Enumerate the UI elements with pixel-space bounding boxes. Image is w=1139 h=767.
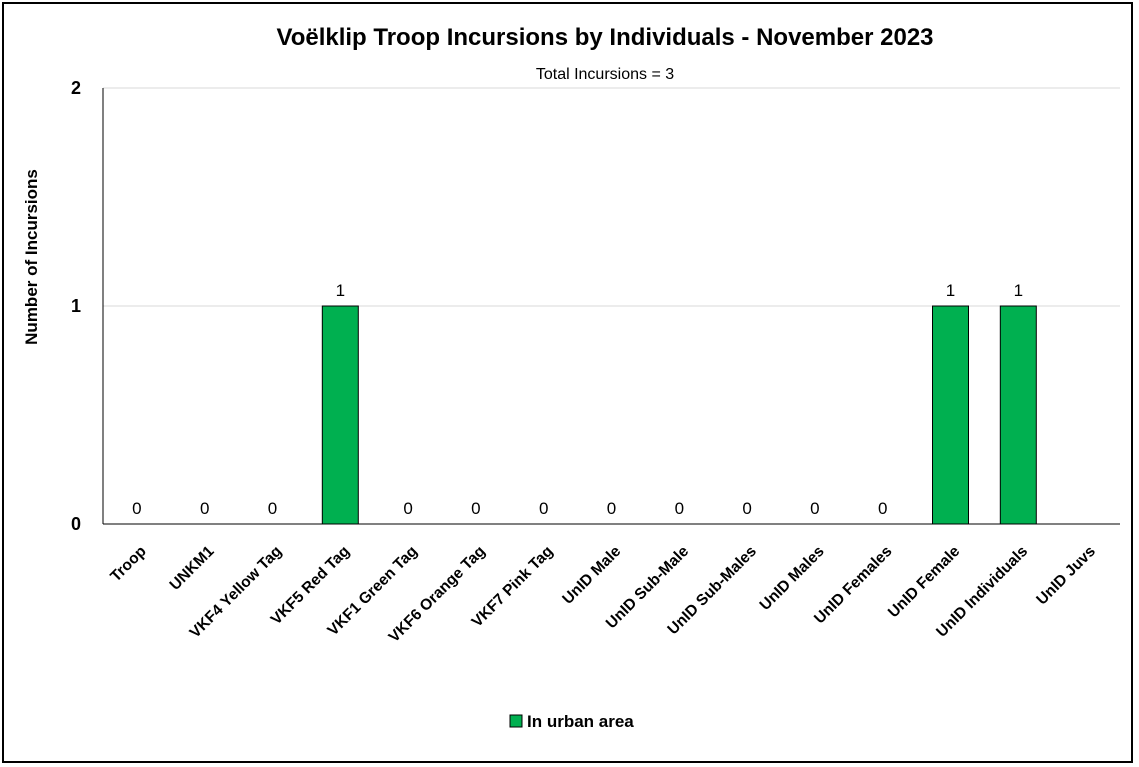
data-label: 0: [539, 499, 548, 518]
chart-subtitle: Total Incursions = 3: [536, 66, 674, 83]
data-label: 1: [946, 281, 955, 300]
data-label: 0: [200, 499, 209, 518]
y-tick-labels: 0 1 2: [71, 78, 81, 534]
bar: [321, 305, 359, 525]
data-label: 0: [471, 499, 480, 518]
gridlines: [103, 87, 1120, 307]
x-tick-label: UnID Male: [559, 543, 624, 608]
legend-swatch: [509, 714, 523, 728]
data-label: 1: [1014, 281, 1023, 300]
data-label: 0: [607, 499, 616, 518]
data-label: 0: [132, 499, 141, 518]
data-label: 1: [336, 281, 345, 300]
chart-title: Voëlklip Troop Incursions by Individuals…: [276, 24, 933, 51]
y-axis-title: Number of Incursions: [22, 169, 41, 345]
axes: [102, 88, 1120, 525]
x-tick-label: Troop: [107, 543, 149, 585]
data-label: 0: [268, 499, 277, 518]
data-label: 0: [810, 499, 819, 518]
bars: [321, 305, 1037, 525]
y-tick-label: 1: [71, 296, 81, 316]
x-tick-label: UnID Juvs: [1033, 543, 1099, 609]
x-tick-label: UnID Males: [757, 543, 828, 614]
data-label: 0: [742, 499, 751, 518]
y-tick-label: 2: [71, 78, 81, 98]
bar: [932, 305, 969, 525]
bar: [999, 305, 1037, 525]
y-tick-label: 0: [71, 514, 81, 534]
legend-label: In urban area: [527, 712, 634, 731]
data-label: 0: [403, 499, 412, 518]
chart-canvas: Voëlklip Troop Incursions by Individuals…: [22, 24, 1120, 731]
legend: In urban area: [509, 712, 634, 731]
data-labels: 0 0 0 1 0 0 0 0 0 0 0 0 1 1: [132, 281, 1023, 518]
x-tick-label: UNKM1: [167, 543, 218, 594]
data-label: 0: [878, 499, 887, 518]
data-label: 0: [675, 499, 684, 518]
